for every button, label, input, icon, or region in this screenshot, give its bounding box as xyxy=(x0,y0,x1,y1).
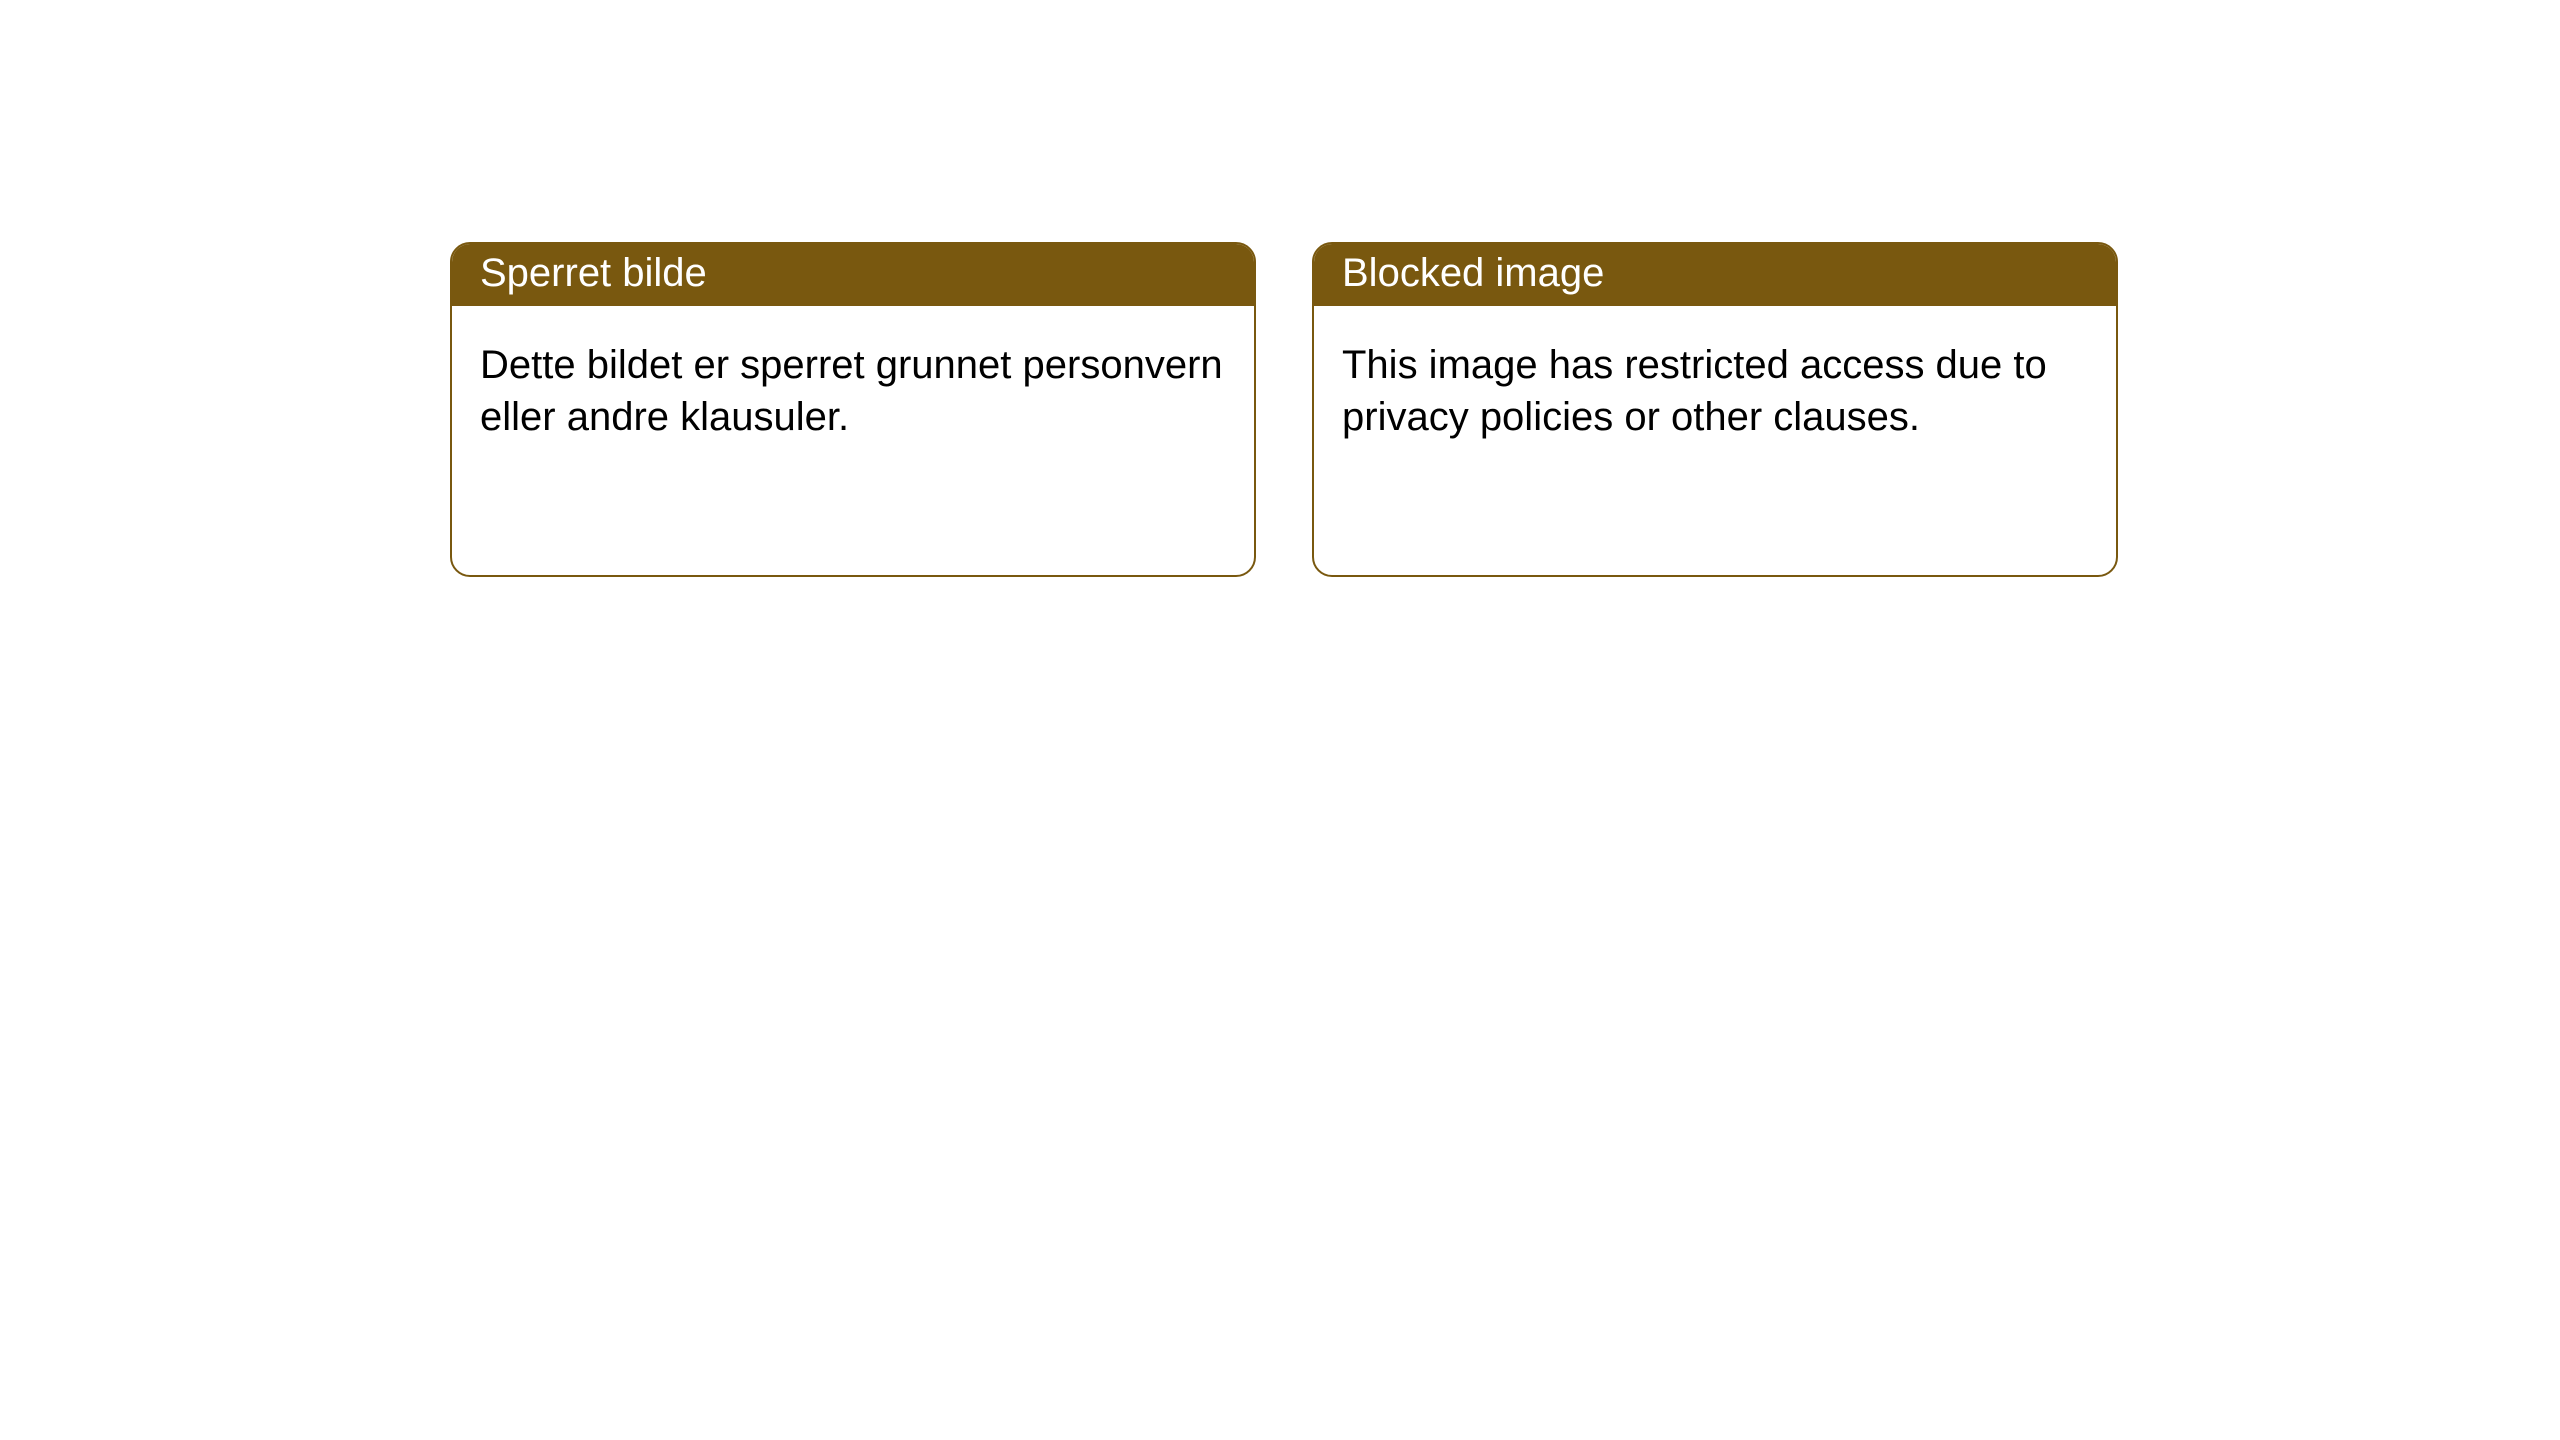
card-header: Blocked image xyxy=(1314,244,2116,306)
card-body-text: This image has restricted access due to … xyxy=(1342,343,2047,439)
notice-card-norwegian: Sperret bilde Dette bildet er sperret gr… xyxy=(450,242,1256,577)
card-body-text: Dette bildet er sperret grunnet personve… xyxy=(480,343,1223,439)
notice-container: Sperret bilde Dette bildet er sperret gr… xyxy=(0,0,2560,577)
notice-card-english: Blocked image This image has restricted … xyxy=(1312,242,2118,577)
card-title: Blocked image xyxy=(1342,251,1604,295)
card-header: Sperret bilde xyxy=(452,244,1254,306)
card-title: Sperret bilde xyxy=(480,251,707,295)
card-body: Dette bildet er sperret grunnet personve… xyxy=(452,306,1254,476)
card-body: This image has restricted access due to … xyxy=(1314,306,2116,476)
